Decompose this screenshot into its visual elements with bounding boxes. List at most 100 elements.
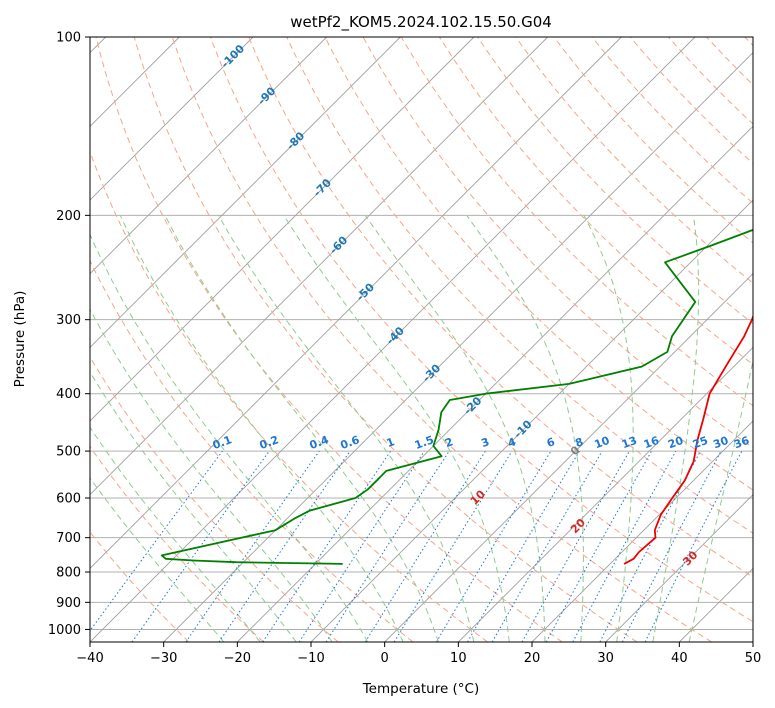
moist-adiabat-line — [90, 308, 333, 642]
moist-adiabat-line — [583, 215, 634, 642]
moist-adiabat-line — [90, 477, 225, 642]
mixing-ratio-line — [393, 450, 513, 642]
y-tick-label: 700 — [56, 531, 81, 546]
dry-adiabat-line — [90, 445, 264, 642]
dry-adiabat-line — [324, 37, 753, 491]
x-axis-label: Temperature (°C) — [362, 681, 480, 697]
mixing-ratio-label: 0.2 — [258, 433, 281, 452]
isotherm-line — [90, 37, 548, 496]
dry-adiabat-line — [248, 37, 753, 578]
mixing-ratio-label: 0.1 — [211, 433, 234, 452]
y-tick-label: 100 — [56, 31, 81, 46]
dry-adiabat-line — [171, 37, 712, 642]
moist-adiabat-line — [90, 233, 369, 642]
dewpoint-line — [160, 228, 753, 565]
mixing-ratio-label: 1 — [385, 435, 397, 450]
isotherm-line — [90, 37, 254, 201]
moist-adiabat-line — [652, 215, 700, 642]
y-tick-label: 300 — [56, 313, 81, 328]
chart-title: wetPf2_KOM5.2024.102.15.50.G04 — [290, 13, 552, 32]
y-tick-label: 500 — [56, 445, 81, 460]
mixing-ratio-line — [218, 450, 351, 642]
dry-adiabat-line — [629, 37, 753, 165]
moist-adiabat-line — [466, 215, 584, 642]
isotherm-line — [458, 346, 753, 642]
mixing-ratio-label: 36 — [732, 434, 751, 452]
dry-adiabat-line — [90, 259, 414, 642]
y-tick-label: 800 — [56, 566, 81, 581]
moist-adiabat-line — [283, 215, 510, 642]
y-tick-label: 200 — [56, 209, 81, 224]
dry-adiabat-line — [362, 37, 753, 449]
dry-adiabat-line — [133, 37, 638, 642]
isotherm-line — [90, 37, 696, 642]
isotherm-line — [237, 125, 753, 642]
mixing-ratio-label: 8 — [573, 435, 585, 450]
x-tick-label: −20 — [224, 651, 251, 666]
mixing-ratio-line — [185, 450, 320, 642]
mixing-ratio-label: 4 — [506, 435, 518, 450]
dry-adiabat-line — [400, 37, 753, 407]
x-tick-label: 30 — [597, 651, 614, 666]
mixing-ratio-label: 2 — [443, 435, 455, 450]
x-tick-label: −40 — [76, 651, 103, 666]
isotherm-line — [531, 420, 753, 642]
moist-adiabat-line — [364, 215, 546, 642]
mixing-ratio-label: 30 — [711, 434, 730, 452]
isotherm-line — [605, 494, 753, 642]
isotherm-line — [90, 37, 327, 275]
mixing-ratio-line — [521, 450, 630, 642]
isotherm-line — [163, 52, 753, 642]
isotherm-line — [384, 273, 753, 642]
mixing-ratio-label: 0.6 — [339, 433, 362, 452]
mixing-ratio-line — [572, 450, 677, 642]
isotherm-line — [90, 37, 622, 569]
mixing-ratio-label: 13 — [620, 434, 639, 451]
moist-adiabat-line — [90, 371, 297, 642]
mixing-ratio-label: 6 — [545, 435, 557, 450]
y-tick-label: 1000 — [48, 623, 81, 638]
mixing-ratio-line — [644, 450, 743, 642]
x-tick-label: 40 — [671, 651, 688, 666]
mixing-ratio-label: 10 — [593, 434, 612, 452]
y-tick-label: 900 — [56, 596, 81, 611]
x-tick-label: −10 — [297, 651, 324, 666]
moist-adiabat-line — [119, 215, 404, 642]
moist-adiabat-line — [688, 358, 753, 642]
mixing-ratio-line — [298, 450, 425, 642]
dry-adiabat-line — [515, 37, 753, 284]
moist-adiabat-line — [90, 426, 261, 642]
y-axis-label: Pressure (hPa) — [12, 291, 28, 388]
plot-frame — [89, 36, 754, 643]
moist-adiabat-line — [164, 215, 439, 642]
x-tick-label: 10 — [450, 651, 467, 666]
mixing-ratio-label: 16 — [642, 434, 661, 452]
y-tick-label: 400 — [56, 387, 81, 402]
mixing-ratio-line — [90, 450, 223, 632]
mixing-ratio-label: 1.5 — [413, 433, 436, 452]
x-tick-label: 20 — [524, 651, 541, 666]
dry-adiabat-line — [477, 37, 753, 325]
y-tick-label: 600 — [56, 492, 81, 507]
mixing-ratio-line — [545, 450, 653, 642]
temperature-line — [623, 314, 753, 565]
mixing-ratio-label: 3 — [479, 435, 491, 450]
mixing-ratio-label: 25 — [691, 434, 710, 451]
x-tick-label: 0 — [381, 651, 389, 666]
x-tick-label: 50 — [745, 651, 762, 666]
isotherm-line — [90, 37, 475, 422]
mixing-ratio-label: 20 — [666, 434, 685, 452]
mixing-ratio-line — [131, 450, 270, 642]
axes: −40 −30 −20 −10 0 10 20 30 40 50 1000 900 800 700 600 5… — [48, 31, 761, 667]
dry-adiabat-line — [591, 37, 753, 204]
background-lines — [90, 37, 753, 642]
profile-lines — [160, 228, 753, 565]
mixing-ratio-line — [325, 450, 450, 642]
mixing-ratio-label: 0.4 — [308, 433, 331, 452]
dry-adiabat-line — [210, 37, 753, 623]
x-tick-label: −30 — [150, 651, 177, 666]
moist-adiabat-line — [217, 215, 475, 642]
isotherm-line — [90, 37, 401, 348]
